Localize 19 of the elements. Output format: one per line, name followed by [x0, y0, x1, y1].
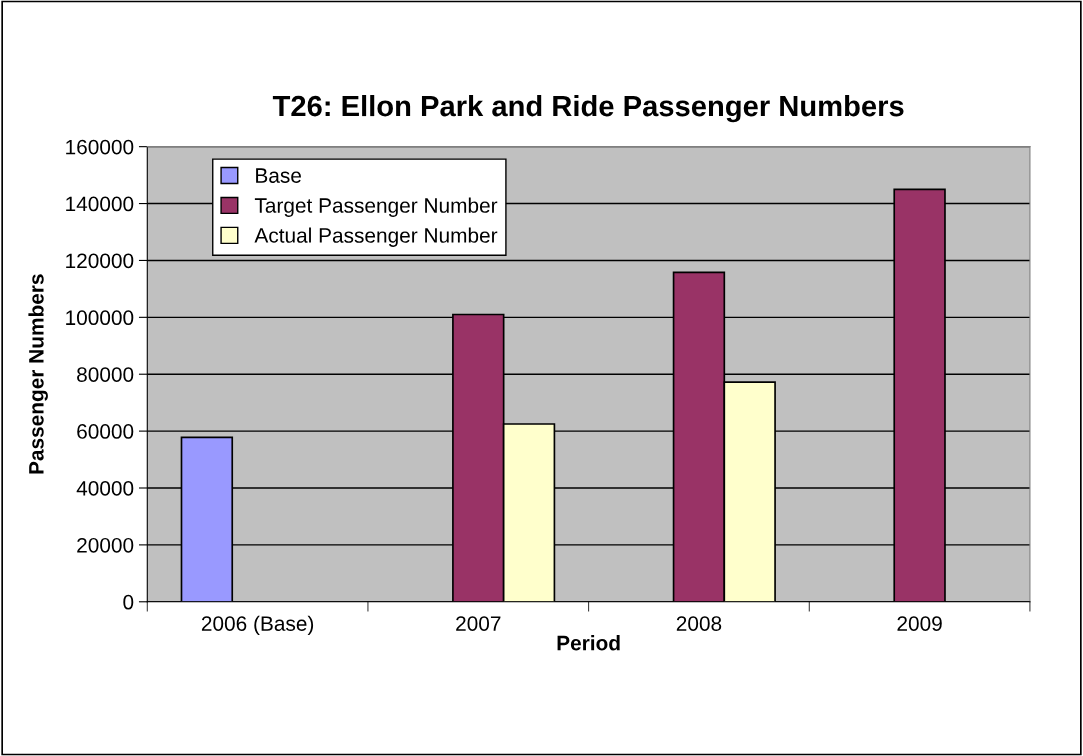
legend-label: Actual Passenger Number — [254, 227, 498, 247]
y-tick-label: 20000 — [77, 537, 134, 553]
y-tick-label: 60000 — [77, 424, 134, 439]
y-tick-label: 40000 — [76, 481, 134, 496]
y-tick-label: 120000 — [66, 253, 134, 269]
y-tick-label: 100000 — [66, 310, 134, 326]
y-tick-label: 160000 — [66, 139, 134, 155]
chart-title: T26: Ellon Park and Ride Passenger Numbers — [272, 94, 904, 123]
x-tick-label: 2009 — [897, 616, 942, 631]
legend-label: Base — [256, 168, 301, 183]
x-axis-title: Period — [557, 635, 620, 651]
y-tick-label: 0 — [123, 594, 134, 610]
x-tick-label: 2006 (Base) — [201, 615, 314, 636]
y-tick-label: 140000 — [66, 196, 134, 212]
y-tick-label: 80000 — [77, 367, 134, 382]
x-tick-label: 2008 — [676, 616, 722, 631]
legend-label: Target Passenger Number — [254, 197, 498, 217]
y-axis-title: Passenger Numbers — [28, 274, 48, 474]
x-tick-label: 2007 — [456, 616, 501, 631]
